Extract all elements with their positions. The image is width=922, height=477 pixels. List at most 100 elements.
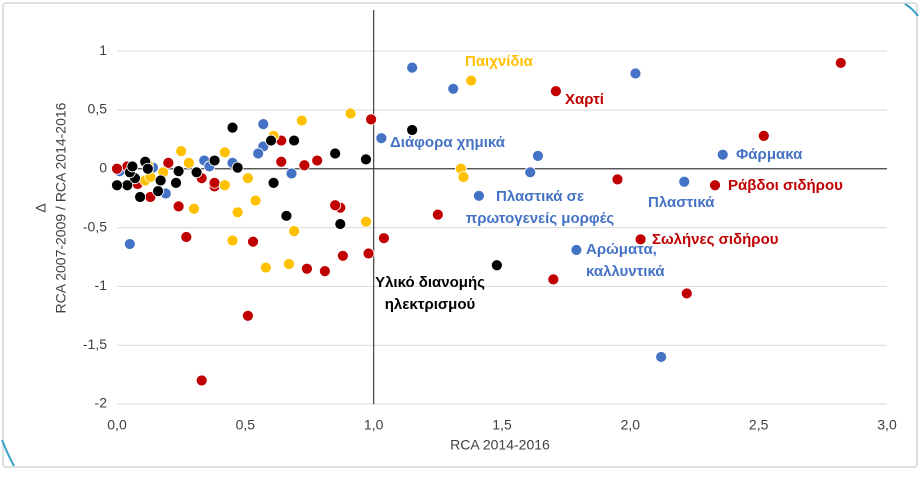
point: [190, 166, 203, 179]
point: [283, 258, 295, 270]
point: [360, 215, 372, 228]
point: [280, 209, 293, 222]
point: [285, 167, 298, 180]
point: [154, 174, 167, 187]
y-axis-label: Δ: [33, 203, 49, 212]
point: [757, 129, 770, 142]
point: [301, 262, 313, 275]
point: [634, 233, 647, 246]
point: [655, 351, 668, 363]
point: [362, 247, 375, 260]
point: [490, 259, 503, 272]
point: [170, 176, 182, 189]
point: [111, 162, 123, 175]
point: [550, 85, 562, 98]
point: [288, 134, 301, 147]
annotation: Παιχνίδια: [465, 53, 534, 70]
point: [716, 148, 729, 161]
x-tick-label: 1,0: [364, 417, 384, 433]
point: [834, 57, 847, 69]
annotation: Ράβδοι σιδήρου: [728, 177, 843, 194]
point: [226, 121, 239, 134]
point: [431, 208, 444, 221]
point: [678, 175, 691, 188]
point: [547, 273, 560, 286]
point: [465, 74, 478, 87]
annotation: ηλεκτρισμού: [385, 296, 476, 313]
x-tick-label: 3,0: [877, 417, 897, 433]
x-tick-label: 0,0: [107, 417, 127, 433]
annotation: πρωτογενείς μορφές: [466, 210, 615, 227]
point: [208, 154, 221, 167]
point: [406, 61, 419, 74]
point: [447, 82, 460, 95]
point: [152, 185, 164, 198]
annotation: Πλαστικά σε: [496, 188, 584, 205]
point: [180, 231, 193, 243]
point: [298, 159, 311, 172]
point: [141, 162, 154, 175]
point: [249, 194, 262, 207]
point: [532, 149, 544, 162]
point: [406, 124, 419, 136]
y-tick-label: -1: [95, 277, 108, 293]
point: [288, 225, 301, 238]
point: [126, 160, 139, 173]
y-tick-label: -2: [95, 395, 108, 411]
point: [121, 179, 134, 192]
point: [195, 374, 208, 387]
point: [259, 261, 272, 274]
point: [257, 118, 270, 130]
point: [311, 154, 324, 167]
point: [247, 235, 259, 248]
point: [162, 156, 175, 169]
point: [318, 265, 331, 277]
x-tick-label: 1,5: [492, 417, 512, 433]
point: [365, 113, 378, 126]
point: [188, 202, 200, 215]
point: [241, 309, 254, 322]
point: [123, 238, 136, 250]
y-axis-label: RCA 2007-2009 / RCA 2014-2016: [53, 102, 69, 313]
point: [175, 145, 188, 158]
annotation: Πλαστικά: [648, 194, 715, 211]
corner-deco: [904, 3, 919, 17]
annotation: Αρώματα,: [586, 241, 657, 258]
point: [378, 232, 390, 245]
annotation: Φάρμακα: [736, 146, 803, 163]
annotation: καλλυντικά: [586, 263, 665, 280]
point: [241, 172, 254, 185]
annotation: Διάφορα χημικά: [390, 134, 506, 151]
point: [375, 132, 388, 145]
point: [218, 146, 231, 159]
point: [524, 166, 537, 179]
x-tick-label: 0,5: [236, 417, 256, 433]
point: [265, 134, 277, 147]
point: [570, 244, 583, 256]
point: [172, 200, 185, 213]
point: [336, 249, 349, 262]
point: [360, 153, 372, 166]
x-axis-label: RCA 2014-2016: [450, 437, 550, 453]
point: [252, 147, 265, 160]
annotation: Υλικό διανομής: [375, 274, 485, 291]
point: [226, 234, 239, 247]
corner-deco: [1, 439, 15, 467]
point: [231, 206, 244, 219]
annotation: Σωλήνες σιδήρου: [652, 231, 779, 248]
point: [472, 189, 485, 202]
point: [329, 199, 342, 212]
point: [218, 179, 231, 192]
y-tick-label: -0,5: [83, 218, 107, 234]
point: [329, 147, 342, 160]
point: [182, 156, 195, 169]
point: [295, 114, 308, 127]
y-tick-label: 0: [99, 159, 107, 175]
point: [134, 191, 147, 203]
point: [275, 155, 288, 168]
point: [208, 176, 221, 189]
x-tick-label: 2,5: [749, 417, 769, 433]
point: [680, 287, 693, 300]
